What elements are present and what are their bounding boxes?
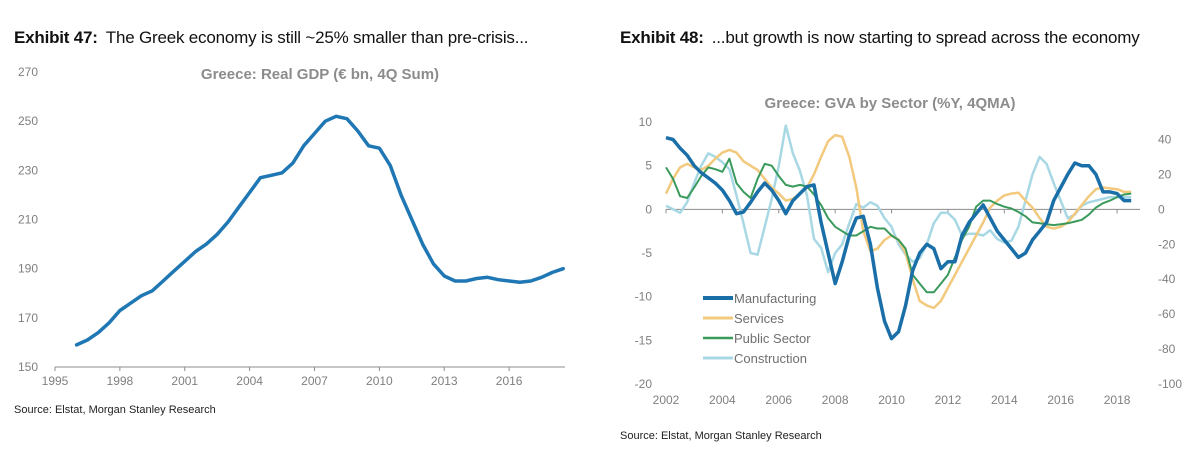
x-tick-label: 2014 <box>991 393 1018 407</box>
y-right-tick-label: -40 <box>1158 272 1176 286</box>
exhibit-48-number: Exhibit 48: <box>620 28 704 47</box>
legend-label-services: Services <box>734 311 784 326</box>
y-left-tick-label: -5 <box>641 246 652 260</box>
y-left-tick-label: 5 <box>645 159 652 173</box>
y-left-tick-label: -15 <box>635 333 653 347</box>
x-tick-label: 2004 <box>236 374 263 388</box>
x-tick-label: 1995 <box>42 374 69 388</box>
y-right-tick-label: -80 <box>1158 342 1176 356</box>
series-line-manufacturing <box>665 136 1132 341</box>
x-tick-label: 2001 <box>171 374 198 388</box>
y-tick-label: 230 <box>18 163 38 177</box>
x-tick-label: 2016 <box>496 374 523 388</box>
legend-label-manufacturing: Manufacturing <box>734 291 816 306</box>
x-tick-label: 2016 <box>1047 393 1074 407</box>
y-left-tick-label: 10 <box>639 115 653 129</box>
y-right-tick-label: -20 <box>1158 237 1176 251</box>
gva-chart: Greece: GVA by Sector (%Y, 4QMA) -20 -15 -1… <box>635 95 1183 407</box>
y-tick-label: 250 <box>18 114 38 128</box>
y-right-tick-label: -100 <box>1158 377 1182 391</box>
y-tick-label: 210 <box>18 213 38 227</box>
exhibit-47-caption: The Greek economy is still ~25% smaller … <box>105 28 529 47</box>
x-tick-label: 2018 <box>1104 393 1131 407</box>
x-tick-label: 2010 <box>878 393 905 407</box>
y-left-tick-label: -20 <box>635 377 653 391</box>
y-tick-label: 190 <box>18 262 38 276</box>
series-line-gdp <box>74 114 565 347</box>
x-tick-label: 2007 <box>301 374 328 388</box>
exhibit-47-source: Source: Elstat, Morgan Stanley Research <box>14 404 216 416</box>
x-tick-label: 2008 <box>822 393 849 407</box>
x-tick-label: 1998 <box>107 374 134 388</box>
exhibit-48-caption: ...but growth is now starting to spread … <box>711 28 1140 47</box>
series-line-public-sector <box>665 157 1132 294</box>
x-tick-label: 2002 <box>653 393 680 407</box>
x-tick-label: 2006 <box>765 393 792 407</box>
y-right-tick-label: 0 <box>1158 202 1165 216</box>
y-right-tick-label: -60 <box>1158 307 1176 321</box>
y-tick-label: 170 <box>18 311 38 325</box>
y-left-tick-label: 0 <box>645 202 652 216</box>
legend-label-construction: Construction <box>734 351 807 366</box>
legend-label-public-sector: Public Sector <box>734 331 811 346</box>
y-tick-label: 270 <box>18 65 38 79</box>
y-tick-label: 150 <box>18 360 38 374</box>
y-right-tick-label: 20 <box>1158 167 1172 181</box>
series-line-services <box>664 133 1132 310</box>
chart-title: Greece: GVA by Sector (%Y, 4QMA) <box>765 95 1016 112</box>
x-tick-label: 2012 <box>935 393 962 407</box>
series-line-construction <box>665 124 1132 274</box>
gdp-chart: Greece: Real GDP (€ bn, 4Q Sum) 150 170 190… <box>18 65 565 388</box>
exhibit-48-title: Exhibit 48: ...but growth is now starting… <box>620 26 1140 50</box>
x-tick-label: 2013 <box>431 374 458 388</box>
chart-title: Greece: Real GDP (€ bn, 4Q Sum) <box>201 66 439 83</box>
exhibit-48-source: Source: Elstat, Morgan Stanley Research <box>620 430 822 442</box>
exhibit-47-number: Exhibit 47: <box>14 28 98 47</box>
y-left-tick-label: -10 <box>635 290 653 304</box>
x-tick-label: 2010 <box>366 374 393 388</box>
exhibit-47-title: Exhibit 47: The Greek economy is still ~2… <box>14 26 604 50</box>
y-right-tick-label: 40 <box>1158 132 1172 146</box>
x-tick-label: 2004 <box>709 393 736 407</box>
